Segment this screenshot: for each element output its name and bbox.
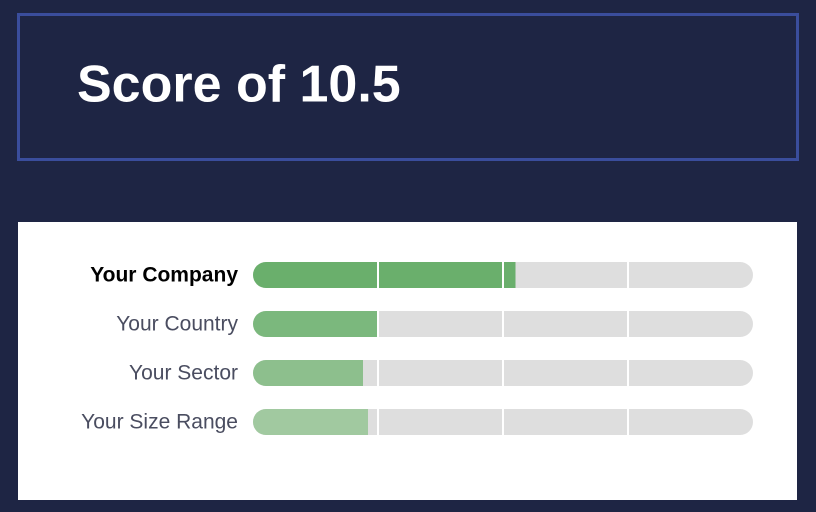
- chart-title: Score of 10.5: [77, 56, 401, 114]
- category-label: Your Company: [90, 264, 238, 287]
- bar: [253, 360, 363, 386]
- bar: [253, 262, 516, 288]
- category-label: Your Size Range: [81, 411, 238, 434]
- title-box: [17, 13, 799, 161]
- category-label: Your Country: [116, 313, 238, 336]
- bar: [253, 311, 378, 337]
- category-label: Your Sector: [129, 362, 238, 385]
- bar: [253, 409, 368, 435]
